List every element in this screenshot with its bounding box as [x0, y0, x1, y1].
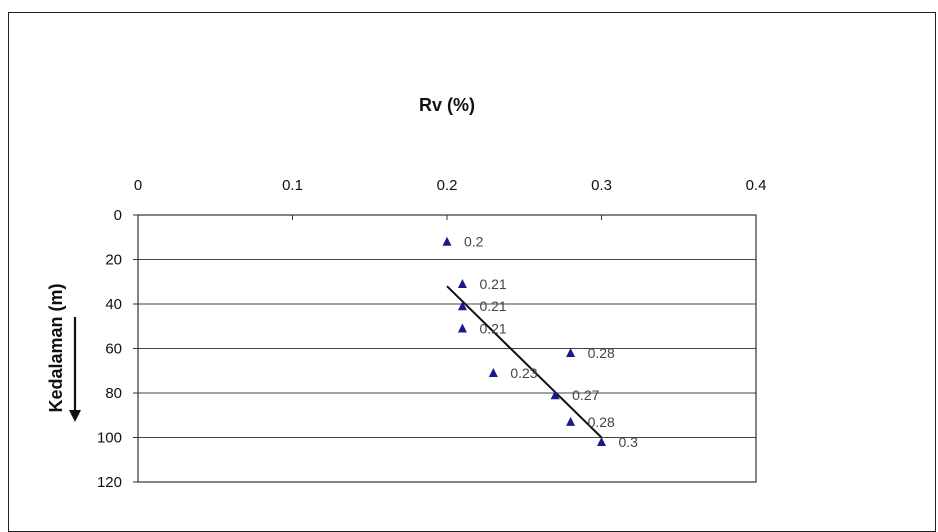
data-point [442, 236, 452, 246]
y-axis-label: Kedalaman (m) [46, 283, 66, 412]
data-point [488, 367, 498, 377]
data-point [457, 323, 467, 333]
data-label: 0.21 [479, 276, 506, 292]
data-label: 0.21 [479, 320, 506, 336]
trendline-group [446, 285, 603, 439]
x-tick-label: 0.4 [746, 177, 767, 194]
trendline [446, 285, 603, 439]
y-tick-label: 100 [97, 430, 122, 447]
x-tick-label: 0.2 [437, 177, 458, 194]
x-tick-label: 0.1 [282, 177, 303, 194]
y-tick-label: 120 [97, 474, 122, 491]
data-label: 0.28 [588, 414, 615, 430]
x-tick-label: 0 [134, 177, 142, 194]
y-axis-ticks: 0 20 40 60 80 100 120 [97, 207, 138, 491]
chart-svg: Rv (%) 0 0.1 0.2 0.3 0.4 0 20 40 60 80 100 120 0.2… [46, 95, 767, 491]
chart-title: Rv (%) [419, 95, 475, 115]
y-tick-label: 40 [105, 296, 122, 313]
data-points [442, 236, 606, 446]
data-point [566, 416, 576, 426]
data-label: 0.21 [479, 298, 506, 314]
data-label: 0.23 [510, 365, 537, 381]
data-point [550, 390, 560, 400]
data-label: 0.28 [588, 345, 615, 361]
y-tick-label: 80 [105, 385, 122, 402]
x-axis-ticks: 0 0.1 0.2 0.3 0.4 [134, 177, 767, 220]
chart-frame [8, 12, 936, 532]
data-point [597, 436, 606, 446]
data-point [457, 278, 467, 288]
data-point [566, 347, 576, 357]
grid-lines [138, 259, 756, 438]
y-tick-label: 20 [105, 252, 122, 269]
y-tick-label: 60 [105, 341, 122, 358]
y-tick-label: 0 [114, 207, 122, 224]
data-label: 0.2 [464, 234, 484, 250]
data-labels: 0.20.210.210.210.280.230.270.280.3 [464, 234, 638, 450]
data-label: 0.27 [572, 387, 599, 403]
data-label: 0.3 [619, 434, 639, 450]
x-tick-label: 0.3 [591, 177, 612, 194]
data-point [457, 301, 467, 311]
down-arrow-icon [69, 317, 81, 422]
